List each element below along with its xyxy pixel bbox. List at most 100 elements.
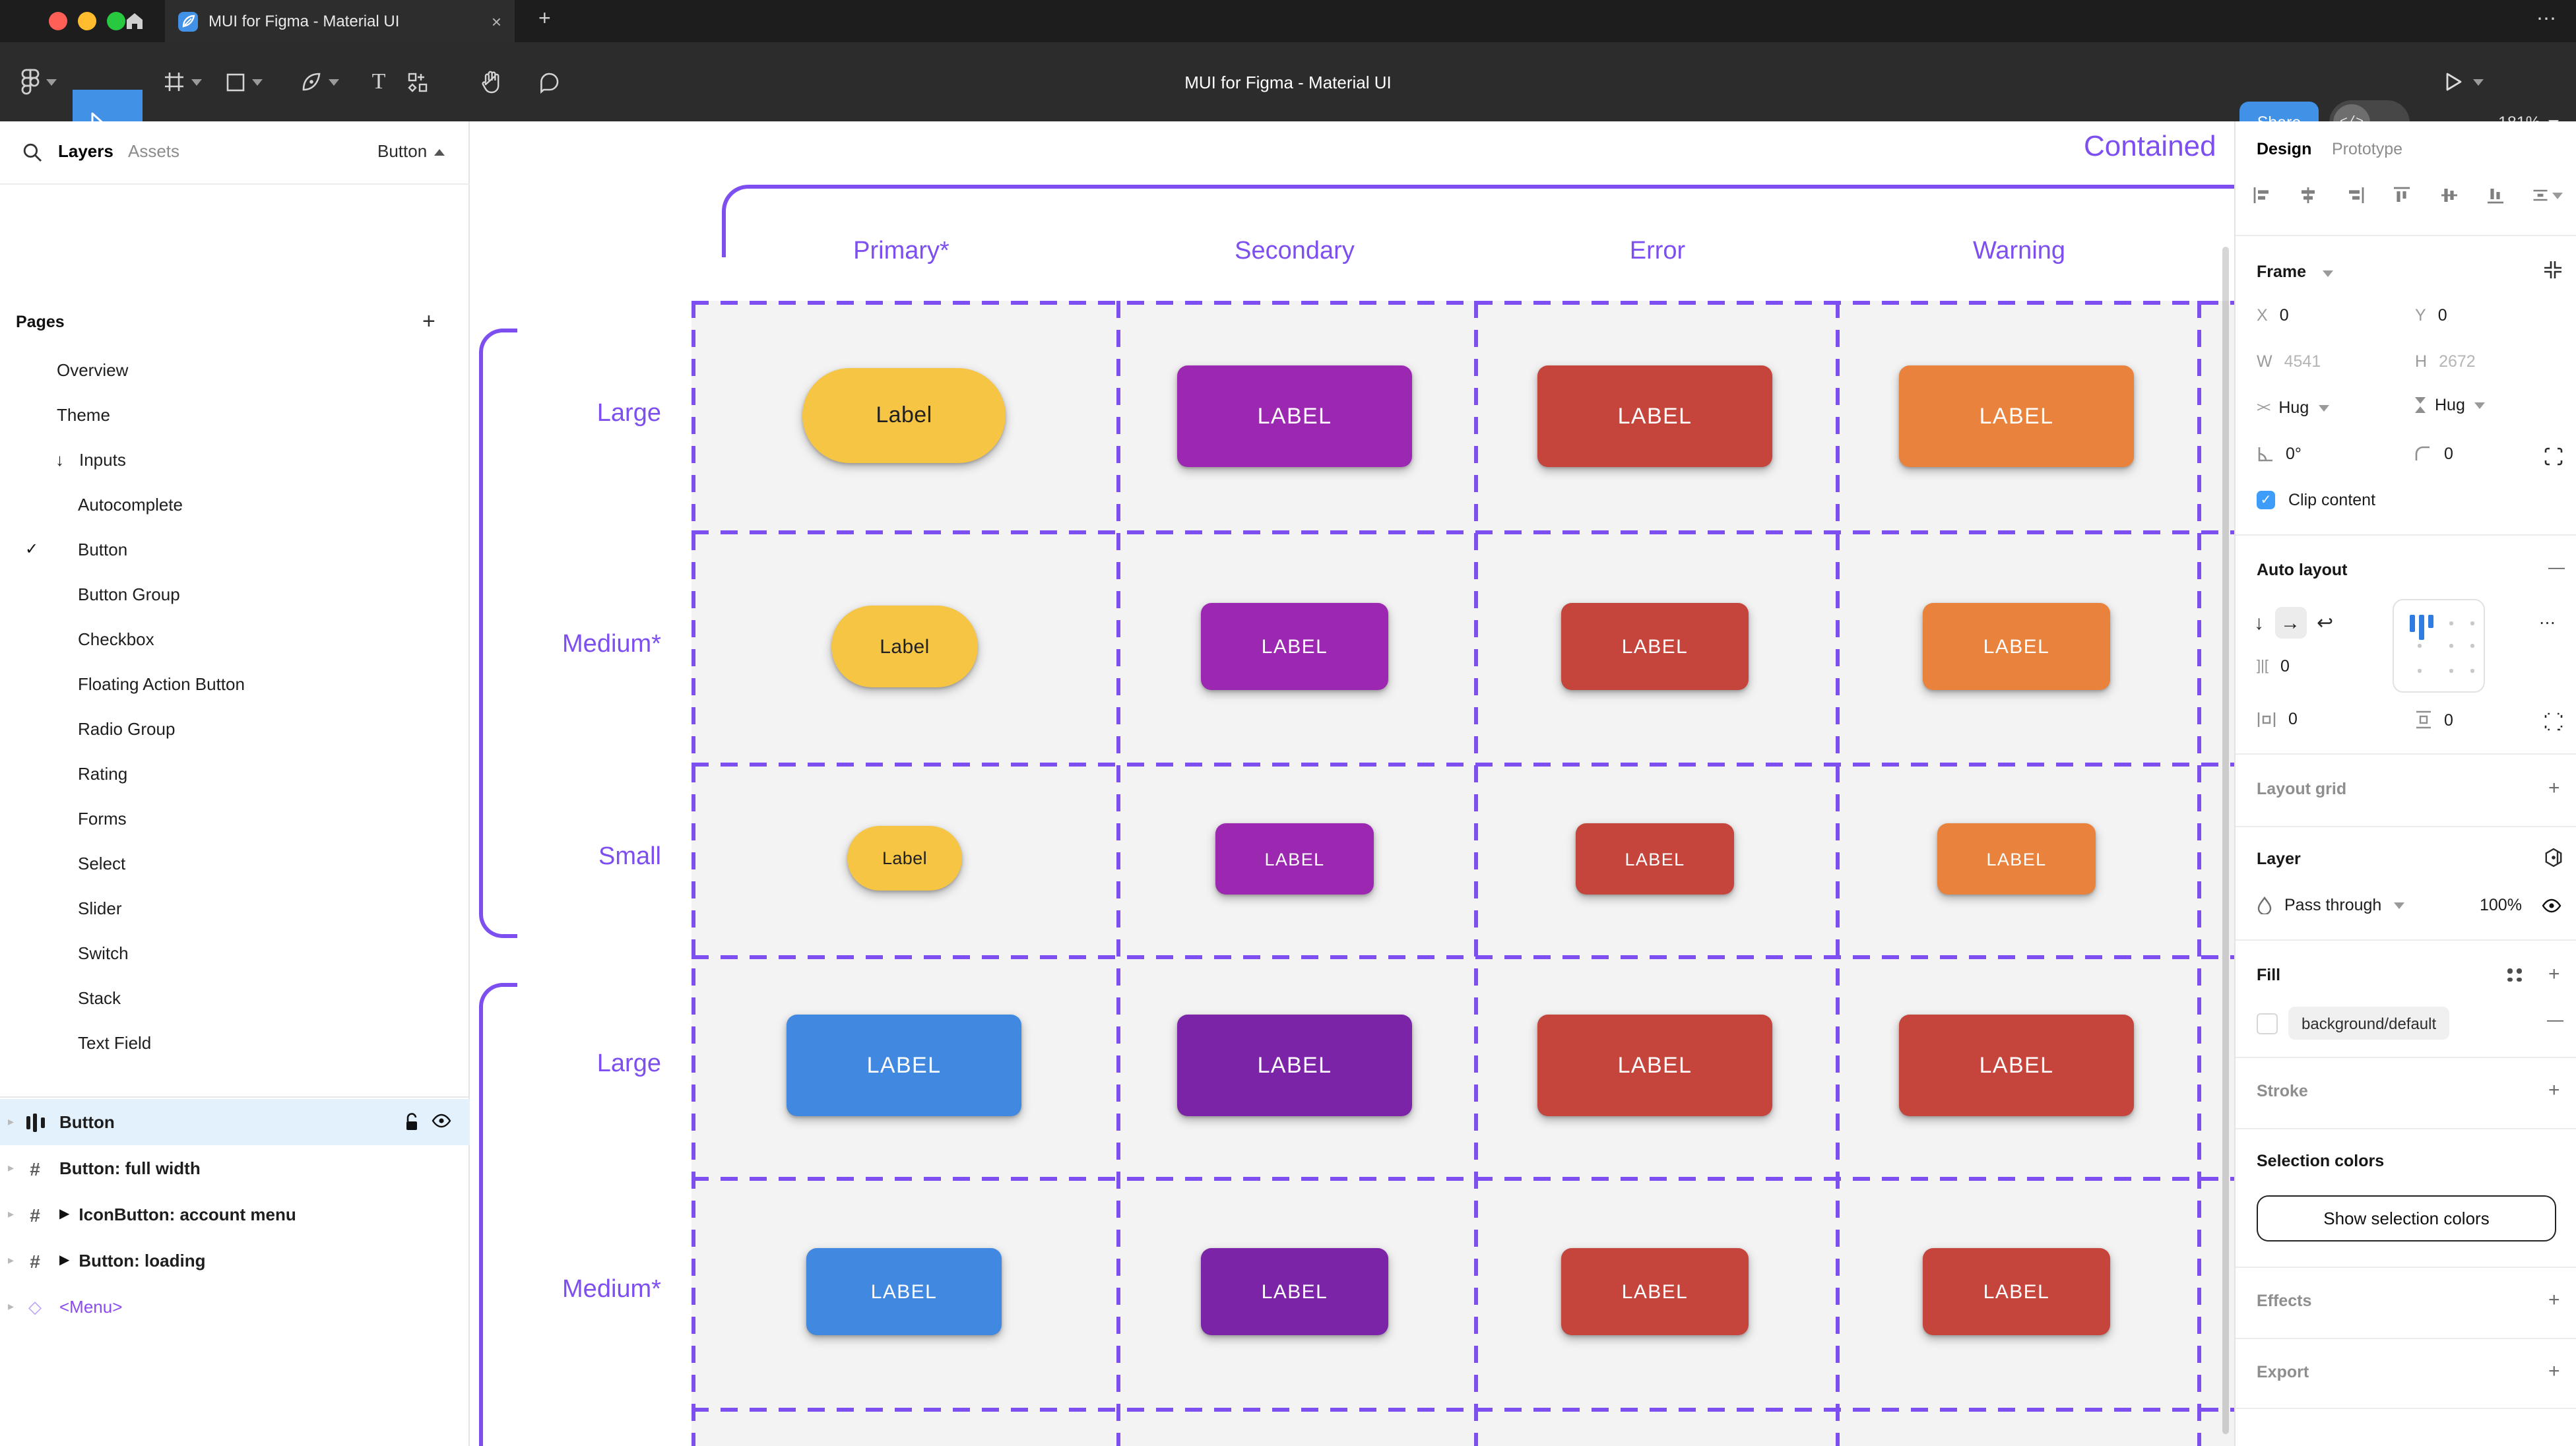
button-error-medium-2[interactable]: LABEL (1561, 1248, 1749, 1335)
button-error-small[interactable]: LABEL (1576, 823, 1734, 895)
sidebar-page-stack[interactable]: Stack (78, 988, 121, 1007)
sidebar-page-button[interactable]: ✓ Button (25, 539, 128, 559)
fill-section-title[interactable]: Fill (2257, 966, 2281, 984)
layout-grid-section-title[interactable]: Layout grid (2257, 780, 2347, 798)
button-error-large-2[interactable]: LABEL (1537, 1015, 1772, 1116)
layer-row-menu-component[interactable]: ▸ ◇ <Menu> (8, 1296, 123, 1317)
height-field[interactable]: H 2672 (2415, 352, 2476, 371)
layer-row-button[interactable]: ▸ Button (0, 1099, 470, 1145)
button-error-large[interactable]: LABEL (1537, 365, 1772, 467)
tab-assets[interactable]: Assets (128, 141, 180, 161)
home-icon[interactable] (123, 9, 146, 33)
tab-prototype[interactable]: Prototype (2332, 140, 2403, 158)
direction-right-selected[interactable]: → (2274, 607, 2306, 639)
button-warning-large[interactable]: LABEL (1899, 365, 2134, 467)
file-tab[interactable]: MUI for Figma - Material UI × (165, 0, 515, 42)
sidebar-page-checkbox[interactable]: Checkbox (78, 629, 154, 648)
align-top-icon[interactable] (2391, 185, 2413, 206)
horizontal-padding-field[interactable]: 0 (2257, 710, 2298, 728)
minimize-window-button[interactable] (78, 12, 96, 30)
resources-tool-button[interactable] (400, 42, 434, 121)
comment-tool-button[interactable] (531, 42, 567, 121)
sidebar-page-inputs[interactable]: ↓ Inputs (55, 449, 126, 469)
button-secondary-medium-2[interactable]: LABEL (1201, 1248, 1388, 1335)
layer-row-button-full-width[interactable]: ▸ # Button: full width (8, 1158, 201, 1179)
eye-icon[interactable] (2542, 897, 2561, 914)
fill-color-swatch[interactable] (2257, 1013, 2278, 1034)
pen-tool-button[interactable] (293, 42, 346, 121)
sidebar-page-radio-group[interactable]: Radio Group (78, 718, 176, 738)
sidebar-page-autocomplete[interactable]: Autocomplete (78, 494, 183, 514)
corner-radius-field[interactable]: 0 (2415, 445, 2453, 463)
button-warning-small[interactable]: LABEL (1937, 823, 2096, 895)
blend-mode-icon[interactable] (2543, 847, 2564, 868)
align-h-center-icon[interactable] (2297, 185, 2319, 206)
horizontal-sizing-control[interactable]: >< Hug (2257, 398, 2329, 417)
button-primary-large-2[interactable]: LABEL (787, 1015, 1021, 1116)
align-v-center-icon[interactable] (2437, 185, 2460, 206)
blend-mode-select[interactable]: Pass through (2257, 896, 2404, 914)
button-secondary-medium[interactable]: LABEL (1201, 603, 1388, 690)
add-page-button[interactable]: + (422, 309, 435, 334)
export-section-title[interactable]: Export (2257, 1363, 2309, 1381)
item-spacing-field[interactable]: ]|[ 0 (2257, 657, 2290, 676)
sidebar-page-slider[interactable]: Slider (78, 898, 122, 918)
present-button[interactable] (2437, 42, 2490, 121)
canvas-scrollbar[interactable] (2222, 247, 2229, 1434)
selection-chip[interactable]: Button (377, 141, 428, 161)
add-stroke-button[interactable]: + (2548, 1079, 2560, 1102)
main-menu-button[interactable] (11, 42, 66, 121)
align-right-icon[interactable] (2344, 185, 2366, 206)
independent-corners-icon[interactable] (2544, 447, 2563, 466)
layer-section-title[interactable]: Layer (2257, 850, 2301, 868)
layer-row-iconbutton-account-menu[interactable]: ▸ # ▶ IconButton: account menu (8, 1204, 296, 1225)
button-warning-large-2[interactable]: LABEL (1899, 1015, 2134, 1116)
remove-fill-button[interactable]: — (2547, 1011, 2563, 1029)
opacity-field[interactable]: 100% (2480, 896, 2522, 914)
add-layout-grid-button[interactable]: + (2548, 777, 2560, 800)
frame-tool-button[interactable] (156, 42, 209, 121)
show-selection-colors-button[interactable]: Show selection colors (2257, 1195, 2556, 1242)
collapse-frame-icon[interactable] (2543, 260, 2563, 280)
text-tool-button[interactable]: T (371, 69, 386, 94)
button-error-medium[interactable]: LABEL (1561, 603, 1749, 690)
rotation-field[interactable]: 0° (2257, 445, 2302, 463)
button-secondary-large-2[interactable]: LABEL (1177, 1015, 1412, 1116)
sidebar-page-forms[interactable]: Forms (78, 808, 127, 828)
add-effect-button[interactable]: + (2548, 1289, 2560, 1311)
auto-layout-more-icon[interactable]: ⋯ (2539, 613, 2557, 632)
width-field[interactable]: W 4541 (2257, 352, 2321, 371)
close-tab-icon[interactable]: × (491, 11, 501, 31)
button-primary-medium-2[interactable]: LABEL (806, 1248, 1002, 1335)
clip-content-control[interactable]: ✓ Clip content (2257, 491, 2375, 509)
button-primary-large[interactable]: Label (802, 368, 1006, 463)
button-secondary-large[interactable]: LABEL (1177, 365, 1412, 467)
sidebar-page-theme[interactable]: Theme (57, 404, 110, 424)
sidebar-page-button-group[interactable]: Button Group (78, 584, 180, 604)
auto-layout-alignment-pad[interactable] (2393, 599, 2485, 693)
add-export-button[interactable]: + (2548, 1360, 2560, 1383)
auto-layout-section-title[interactable]: Auto layout (2257, 561, 2348, 579)
add-fill-button[interactable]: + (2548, 963, 2560, 986)
fill-row[interactable]: background/default (2257, 1007, 2450, 1040)
sidebar-page-overview[interactable]: Overview (57, 360, 129, 379)
fill-styles-icon[interactable] (2507, 968, 2522, 982)
eye-icon[interactable] (432, 1112, 451, 1129)
button-primary-medium[interactable]: Label (831, 606, 978, 687)
distribute-icon[interactable] (2531, 185, 2563, 206)
unlock-icon[interactable] (404, 1112, 421, 1132)
hand-tool-button[interactable] (472, 42, 509, 121)
shape-tool-button[interactable] (218, 42, 271, 121)
sidebar-page-text-field[interactable]: Text Field (78, 1032, 152, 1052)
frame-title[interactable]: Contained (2084, 129, 2216, 162)
window-menu-dots-icon[interactable]: ⋯ (2536, 8, 2556, 30)
effects-section-title[interactable]: Effects (2257, 1292, 2312, 1310)
remove-auto-layout-button[interactable]: — (2548, 558, 2565, 577)
independent-padding-icon[interactable] (2544, 712, 2563, 731)
align-bottom-icon[interactable] (2484, 185, 2507, 206)
tab-layers[interactable]: Layers (58, 141, 113, 161)
close-window-button[interactable] (49, 12, 67, 30)
canvas-viewport[interactable]: Contained Primary* Secondary Error Warni… (470, 121, 2234, 1446)
